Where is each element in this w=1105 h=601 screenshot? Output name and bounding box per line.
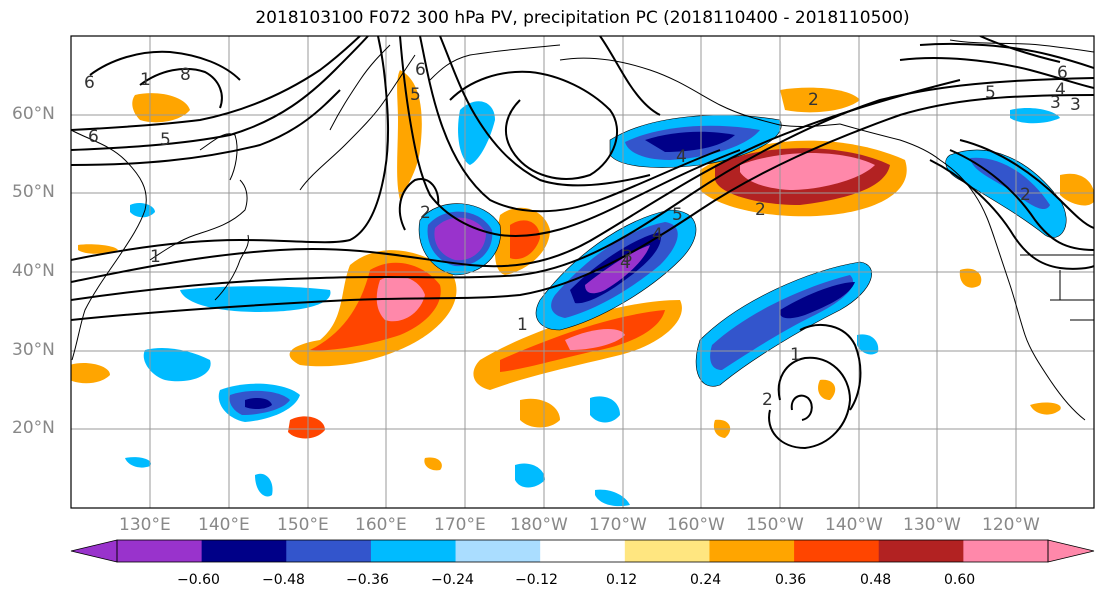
colorbar-tick: 0.24 [690, 572, 722, 588]
colorbar-segment [709, 540, 795, 562]
lat-label: 30°N [12, 340, 55, 360]
lon-label: 130°W [903, 515, 961, 535]
contour-label: 6 [1057, 63, 1068, 83]
colorbar-tick: 0.48 [860, 572, 892, 588]
lon-label: 130°E [119, 515, 171, 535]
contour-label: 2 [755, 200, 766, 220]
colorbar-segment [878, 540, 964, 562]
colorbar-segment [370, 540, 457, 562]
negative-anomaly-shading [125, 101, 1067, 507]
contour-label: 4 [676, 147, 687, 167]
contour-label: 5 [672, 205, 683, 225]
colorbar-tick: 0.12 [606, 572, 638, 588]
colorbar-segment [794, 540, 880, 562]
lat-label: 20°N [12, 418, 55, 438]
contour-label: 4 [1055, 80, 1066, 100]
lon-label: 170°W [589, 515, 647, 535]
colorbar-segment [963, 540, 1049, 562]
colorbar-tick: −0.24 [431, 572, 474, 588]
lon-label: 120°W [982, 515, 1040, 535]
colorbar-tick: −0.48 [262, 572, 305, 588]
contour-label: 4 [620, 253, 631, 273]
lon-label: 160°W [667, 515, 725, 535]
contour-label: 2 [808, 90, 819, 110]
lon-label: 150°E [277, 515, 329, 535]
colorbar-segment [540, 540, 626, 562]
lon-label: 140°E [198, 515, 250, 535]
contour-label: 1 [150, 247, 161, 267]
colorbar-segment [201, 540, 287, 562]
contour-label: 2 [420, 203, 431, 223]
contour-label: 5 [985, 83, 996, 103]
colorbar-tick: 0.60 [944, 572, 976, 588]
contour-label: 6 [415, 60, 426, 80]
contour-label: 2 [1020, 185, 1031, 205]
colorbar-segment [624, 540, 710, 562]
contour-label: 6 [88, 127, 99, 147]
map-frame [70, 35, 1095, 509]
contour-label: 5 [160, 130, 171, 150]
graticule [71, 36, 1094, 508]
lat-label: 50°N [12, 182, 55, 202]
shading-outlines [418, 114, 1067, 387]
colorbar-extend-min [70, 539, 118, 563]
lat-label: 40°N [12, 261, 55, 281]
map-title: 2018103100 F072 300 hPa PV, precipitatio… [255, 8, 910, 28]
contour-label: 5 [410, 85, 421, 105]
colorbar-tick: 0.36 [775, 572, 807, 588]
colorbar-tick: −0.36 [346, 572, 389, 588]
colorbar-segment [455, 540, 541, 562]
pv-contours [71, 36, 1094, 450]
lat-label: 60°N [12, 104, 55, 124]
colorbar-tick: −0.60 [177, 572, 220, 588]
contour-label: 2 [762, 390, 773, 410]
contour-label: 1 [790, 345, 801, 365]
colorbar-segment [286, 540, 372, 562]
contour-label: 3 [622, 247, 633, 267]
colorbar-frame [116, 539, 1049, 563]
contour-label: 1 [140, 70, 151, 90]
lon-label: 150°W [746, 515, 804, 535]
colorbar-tick: −0.12 [515, 572, 558, 588]
lon-label: 180°W [510, 515, 568, 535]
contour-label: 6 [84, 73, 95, 93]
lon-label: 170°E [434, 515, 486, 535]
contour-label: 3 [1070, 95, 1081, 115]
contour-labels: 6 5 4 3 2 1 8 6 5 4 3 2 1 6 5 4 3 2 1 6 … [84, 60, 1081, 410]
contour-label: 8 [180, 65, 191, 85]
contour-label: 1 [517, 315, 528, 335]
colorbar-extend-max [1047, 539, 1095, 563]
contour-label: 4 [652, 225, 663, 245]
colorbar-segment [117, 540, 203, 562]
contour-label: 3 [1050, 93, 1061, 113]
lon-label: 160°E [355, 515, 407, 535]
lon-label: 140°W [825, 515, 883, 535]
